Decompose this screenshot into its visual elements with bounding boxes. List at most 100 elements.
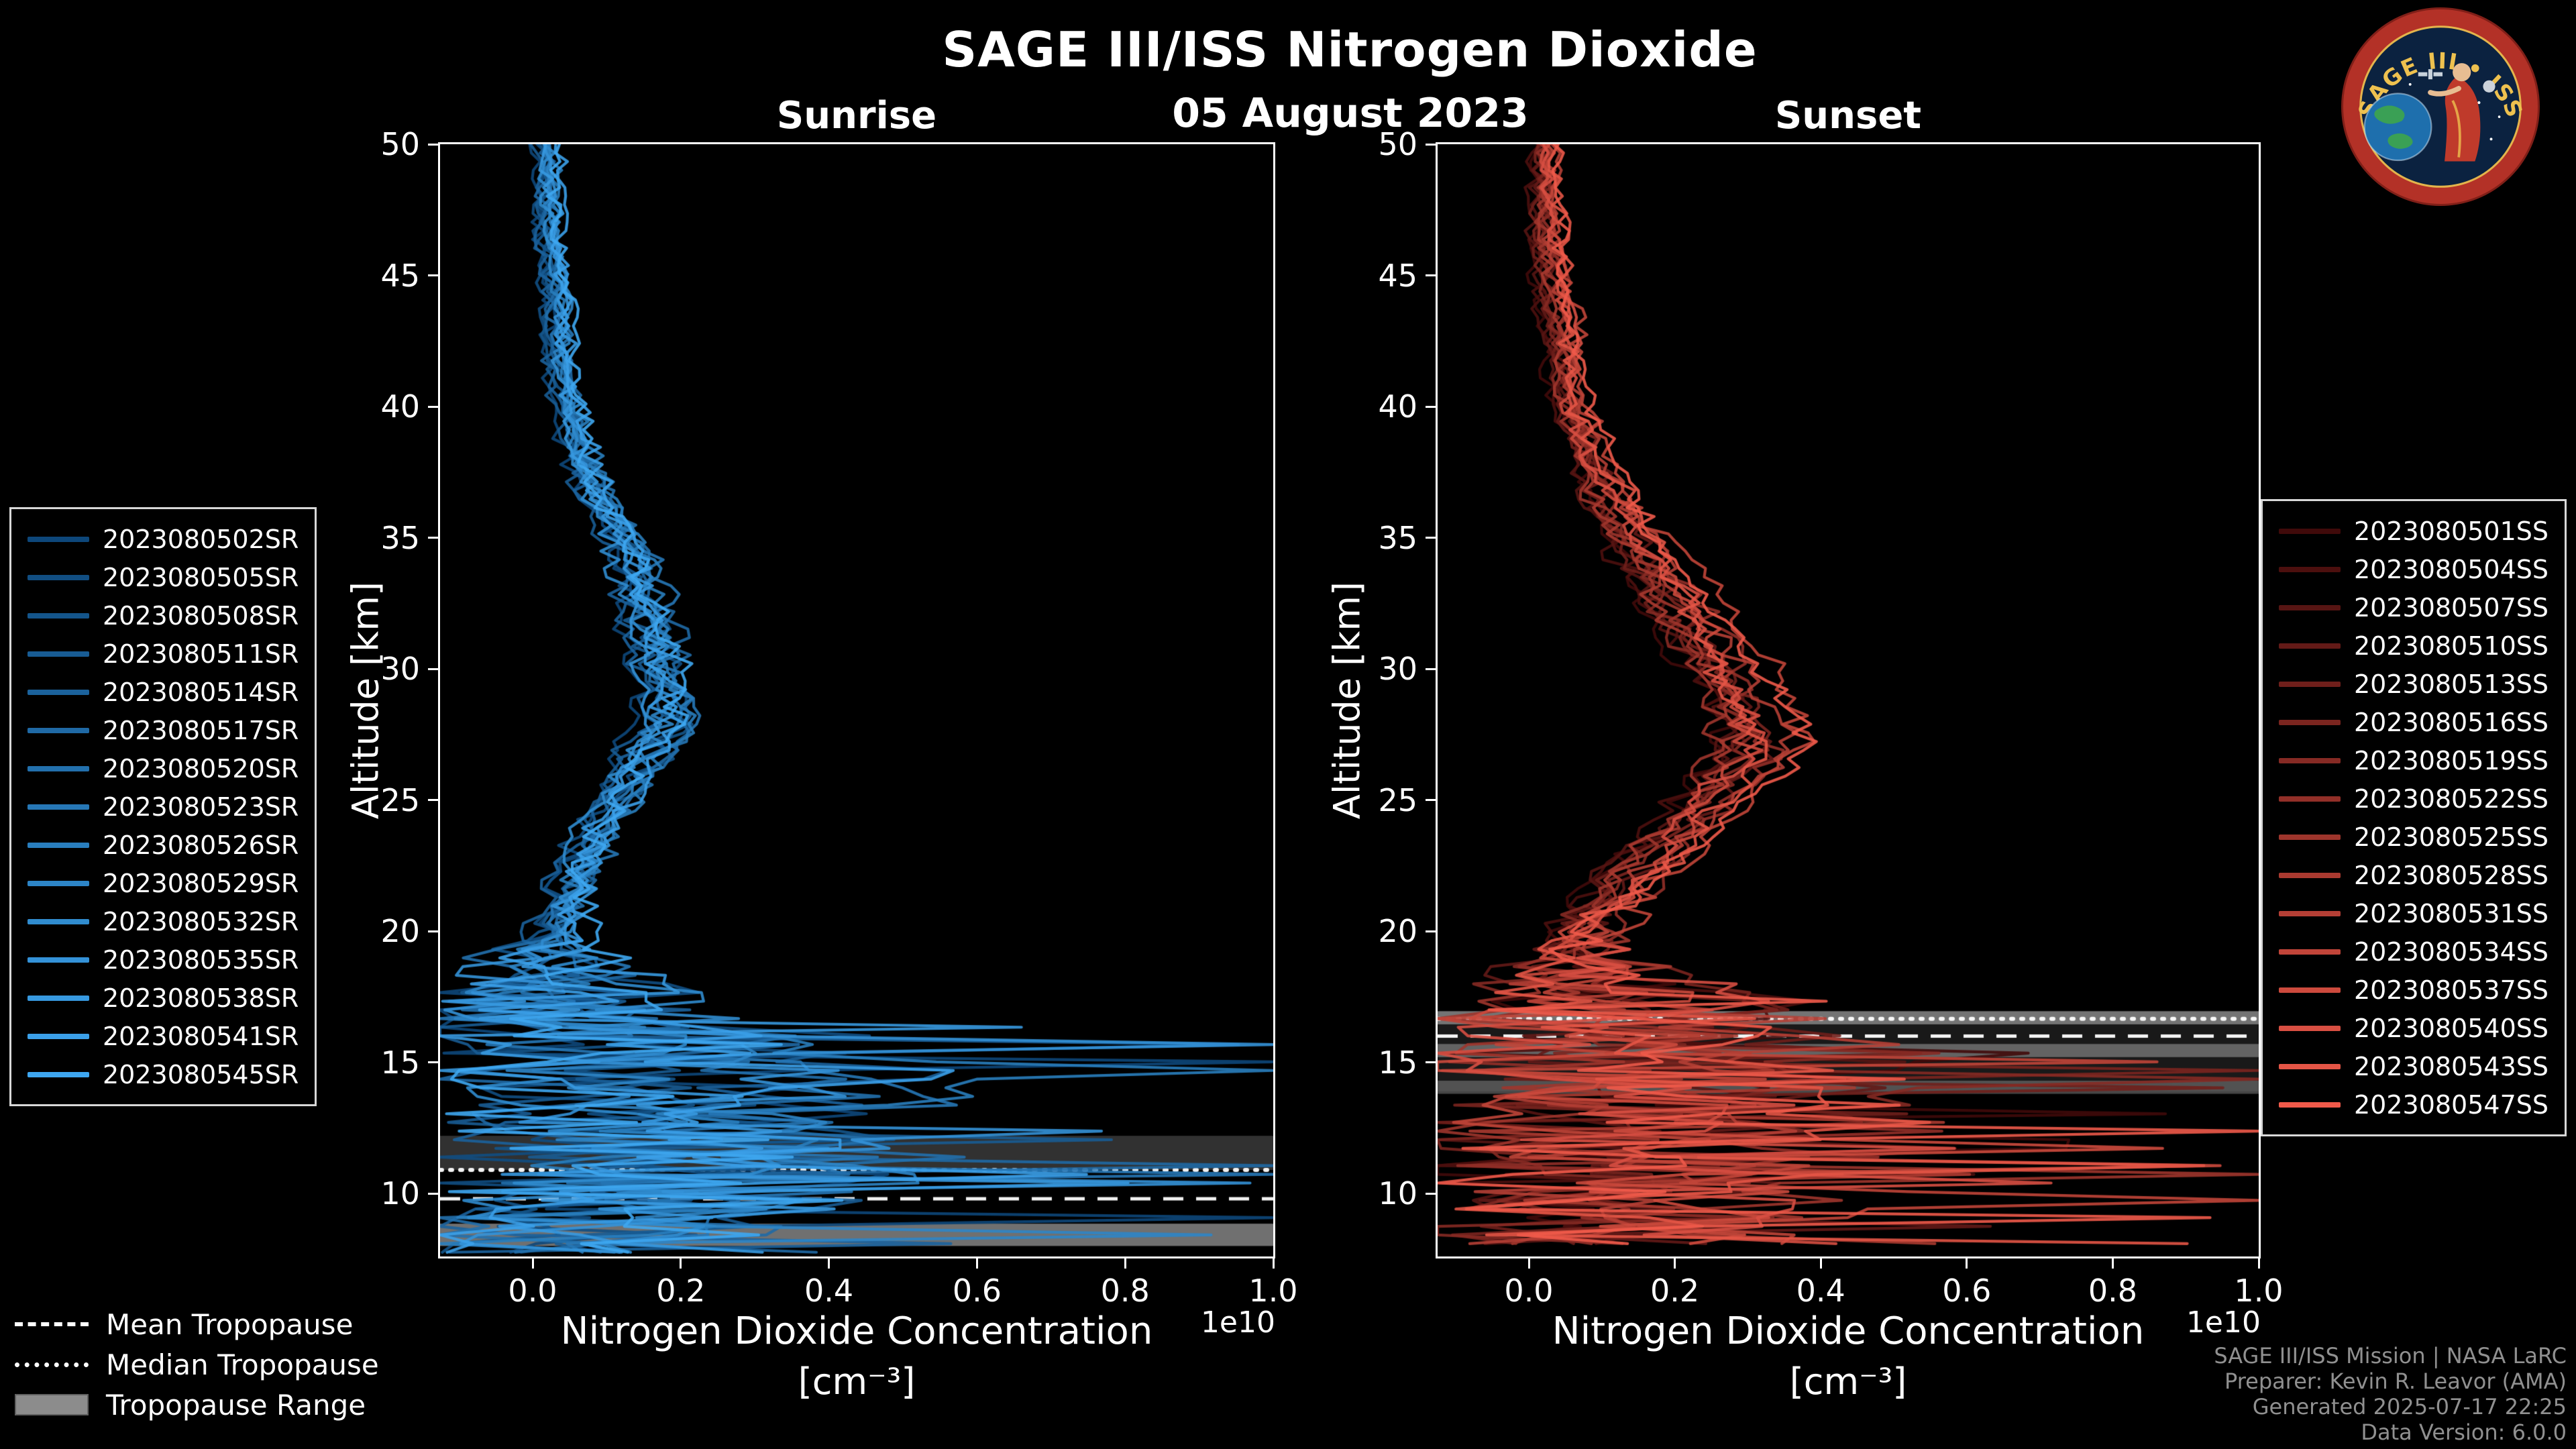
- legend-item-label: 2023080528SS: [2353, 860, 2548, 890]
- legend-item: 2023080517SR: [28, 711, 299, 749]
- legend-line-swatch: [2278, 1025, 2341, 1031]
- y-tick-mark: [428, 274, 440, 277]
- y-tick-label: 15: [380, 1044, 420, 1081]
- tropopause-legend-label: Median Tropopause: [106, 1348, 379, 1381]
- sunset-x-axis-offset: 1e10: [2186, 1305, 2261, 1340]
- legend-line-swatch: [28, 880, 89, 886]
- y-tick-label: 35: [380, 519, 420, 556]
- legend-line-swatch: [28, 842, 89, 848]
- y-tick-label: 45: [380, 257, 420, 294]
- legend-item: 2023080513SS: [2278, 665, 2548, 703]
- y-tick-mark: [1426, 667, 1438, 670]
- y-tick-mark: [428, 930, 440, 932]
- legend-line-swatch: [28, 918, 89, 924]
- logo-moon-icon: [2483, 80, 2496, 93]
- legend-item: 2023080529SR: [28, 864, 299, 902]
- legend-item: 2023080511SR: [28, 635, 299, 673]
- sunrise-panel-title: Sunrise: [776, 94, 937, 138]
- credits-block: SAGE III/ISS Mission | NASA LaRC Prepare…: [2214, 1343, 2567, 1445]
- x-tick-label: 0.2: [1650, 1273, 1700, 1309]
- sunset-plot-area: 50 45 40 35 30 25 20 15 10 0.0 0.2 0.4 0.6 0.8 1.0: [1378, 127, 2283, 1307]
- x-tick-label: 0.8: [1100, 1273, 1150, 1309]
- y-tick-label: 30: [380, 651, 420, 688]
- x-tick-mark: [828, 1256, 830, 1269]
- x-tick-mark: [1272, 1256, 1275, 1269]
- legend-item-label: 2023080525SS: [2353, 822, 2548, 852]
- y-tick-label: 35: [1378, 519, 1417, 556]
- legend-item: 2023080545SR: [28, 1055, 299, 1093]
- y-tick-label: 40: [380, 388, 420, 425]
- legend-line-swatch: [28, 765, 89, 771]
- legend-line-swatch: [28, 1033, 89, 1039]
- sunset-panel-title: Sunset: [1774, 94, 1922, 138]
- credit-line-version: Data Version: 6.0.0: [2361, 1419, 2567, 1445]
- legend-item: 2023080504SS: [2278, 550, 2548, 588]
- tropopause-legend-item: Tropopause Range: [15, 1385, 379, 1425]
- legend-line-swatch: [28, 1071, 89, 1077]
- sunrise-plot-area: 50 45 40 35 30 25 20 15 10 0.0 0.2 0.4 0.6 0.8 1.0: [380, 127, 1297, 1307]
- x-tick-mark: [1966, 1256, 1968, 1269]
- tropopause-legend-item: Mean Tropopause: [15, 1304, 379, 1344]
- y-tick-mark: [428, 667, 440, 670]
- legend-item: 2023080547SS: [2278, 1085, 2548, 1124]
- legend-line-swatch: [2278, 719, 2341, 725]
- y-tick-label: 45: [1378, 257, 1417, 294]
- y-tick-label: 25: [380, 782, 420, 818]
- y-tick-mark: [1426, 1192, 1438, 1195]
- y-tick-label: 20: [380, 913, 420, 950]
- y-tick-mark: [1426, 537, 1438, 539]
- legend-item-label: 2023080517SR: [103, 715, 299, 745]
- legend-item: 2023080507SS: [2278, 588, 2548, 627]
- logo-figure-icon: [2428, 63, 2481, 162]
- x-tick-mark: [1527, 1256, 1530, 1269]
- y-tick-label: 40: [1378, 388, 1417, 425]
- x-tick-label: 1.0: [2234, 1273, 2284, 1309]
- legend-item: 2023080523SR: [28, 788, 299, 826]
- tropopause-legend: Mean Tropopause Median Tropopause Tropopau…: [15, 1304, 379, 1425]
- sunrise-profiles-canvas: [440, 144, 1273, 1256]
- legend-line-swatch: [2278, 1102, 2341, 1108]
- sunrise-legend: 2023080502SR 2023080505SR 2023080508SR 2023…: [9, 507, 317, 1106]
- sunrise-x-axis-label: Nitrogen Dioxide Concentration: [560, 1309, 1153, 1353]
- legend-item: 2023080525SS: [2278, 818, 2548, 856]
- x-tick-label: 0.6: [1942, 1273, 1992, 1309]
- y-tick-mark: [428, 1192, 440, 1195]
- x-tick-label: 0.4: [804, 1273, 854, 1309]
- y-tick-label: 20: [1378, 913, 1417, 950]
- legend-line-swatch: [28, 804, 89, 810]
- legend-item-label: 2023080522SS: [2353, 784, 2548, 814]
- y-tick-label: 10: [1378, 1175, 1417, 1212]
- y-tick-mark: [1426, 405, 1438, 408]
- x-tick-label: 1.0: [1248, 1273, 1298, 1309]
- legend-item-label: 2023080508SR: [103, 600, 299, 631]
- legend-item: 2023080531SS: [2278, 894, 2548, 932]
- y-tick-mark: [1426, 930, 1438, 932]
- x-tick-mark: [2257, 1256, 2260, 1269]
- legend-item-label: 2023080535SR: [103, 945, 299, 975]
- legend-item: 2023080510SS: [2278, 627, 2548, 665]
- legend-item-label: 2023080510SS: [2353, 631, 2548, 661]
- legend-item-label: 2023080507SS: [2353, 592, 2548, 623]
- legend-item-label: 2023080526SR: [103, 830, 299, 860]
- tropopause-legend-label: Mean Tropopause: [106, 1307, 354, 1341]
- legend-item-label: 2023080532SR: [103, 906, 299, 936]
- y-tick-mark: [1426, 799, 1438, 802]
- legend-item: 2023080538SR: [28, 979, 299, 1017]
- legend-item: 2023080501SS: [2278, 512, 2548, 550]
- legend-item-label: 2023080504SS: [2353, 554, 2548, 584]
- legend-item: 2023080543SS: [2278, 1047, 2548, 1085]
- legend-line-swatch: [2278, 604, 2341, 610]
- y-tick-mark: [428, 537, 440, 539]
- date-label: 05 August 2023: [1172, 90, 1529, 137]
- legend-item: 2023080537SS: [2278, 971, 2548, 1009]
- legend-item-label: 2023080519SS: [2353, 745, 2548, 775]
- x-tick-label: 0.8: [2088, 1273, 2137, 1309]
- legend-item-label: 2023080516SS: [2353, 707, 2548, 737]
- legend-line-swatch: [2278, 681, 2341, 687]
- legend-item: 2023080522SS: [2278, 780, 2548, 818]
- legend-item-label: 2023080514SR: [103, 677, 299, 707]
- legend-line-swatch: [28, 727, 89, 733]
- legend-line-swatch: [28, 995, 89, 1001]
- legend-item-label: 2023080540SS: [2353, 1013, 2548, 1043]
- legend-line-swatch: [2278, 566, 2341, 572]
